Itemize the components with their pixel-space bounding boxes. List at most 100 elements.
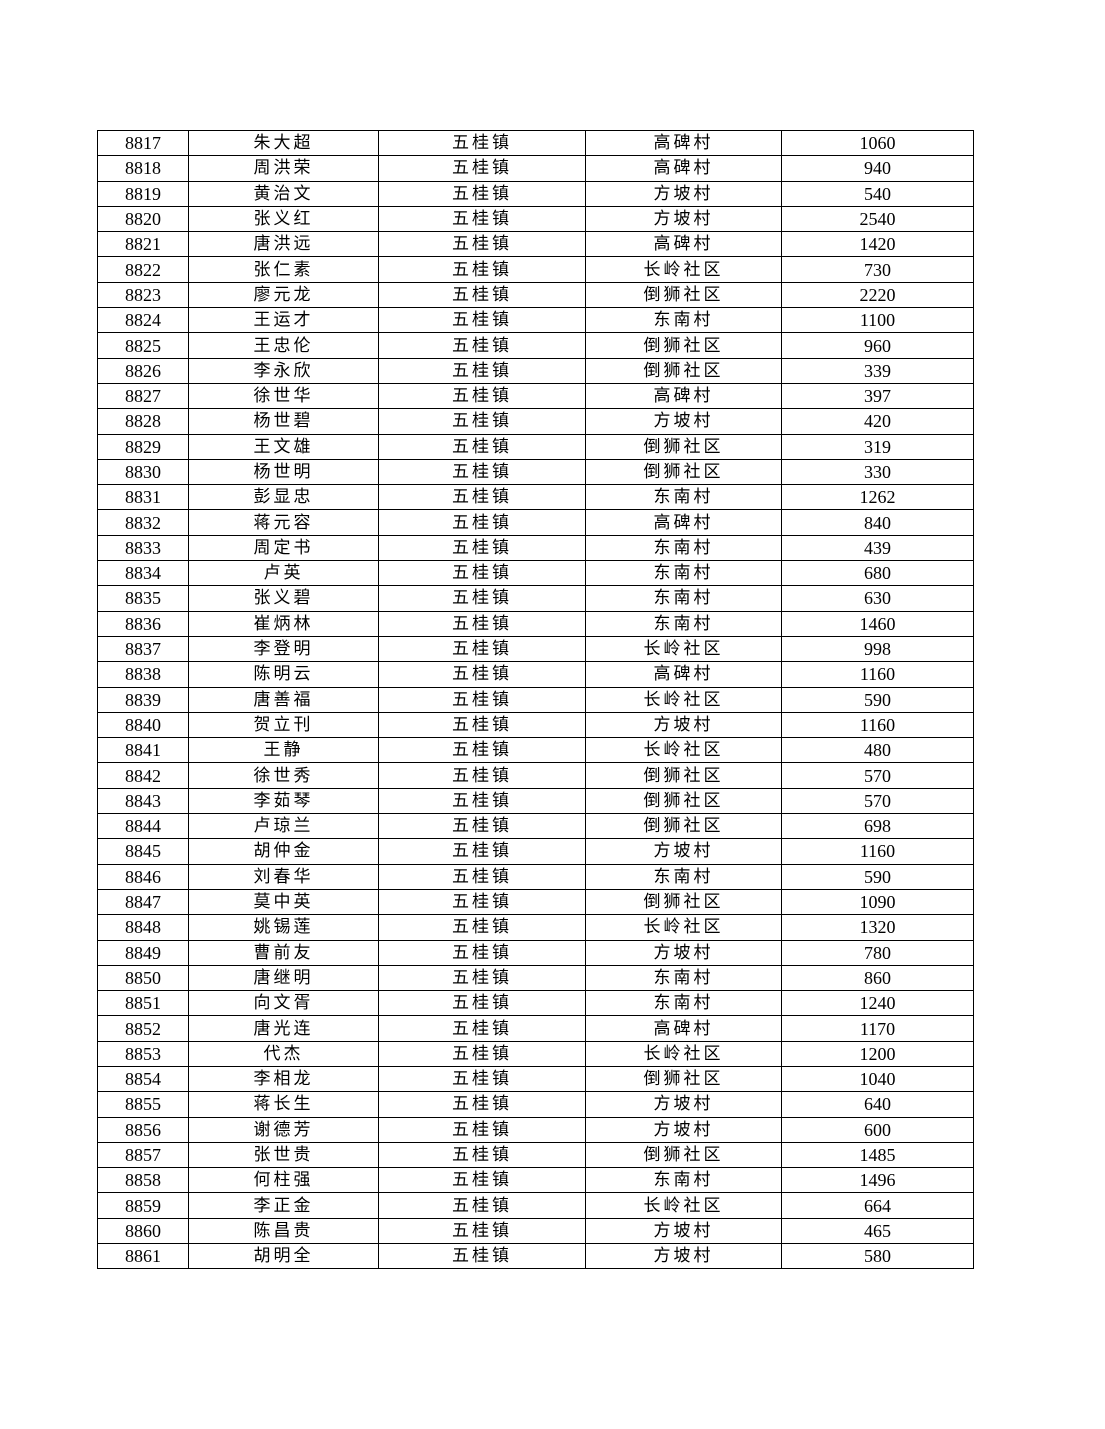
village-cell: 东南村 bbox=[585, 534, 782, 562]
town-cell: 五桂镇 bbox=[378, 155, 586, 182]
table-row: 8855 蒋长生 五桂镇 方坡村 640 bbox=[97, 1091, 974, 1118]
person-name-cell: 李登明 bbox=[188, 635, 379, 663]
village-cell: 长岭社区 bbox=[585, 686, 782, 713]
table-row: 8831 彭显忠 五桂镇 东南村 1262 bbox=[97, 484, 974, 511]
amount-cell: 1320 bbox=[781, 914, 974, 941]
village-cell: 长岭社区 bbox=[585, 1040, 782, 1067]
amount-cell: 1160 bbox=[781, 661, 974, 688]
person-name-cell: 张义碧 bbox=[188, 585, 379, 612]
table-row: 8858 何柱强 五桂镇 东南村 1496 bbox=[97, 1167, 974, 1194]
village-cell: 倒狮社区 bbox=[585, 762, 782, 789]
village-cell: 倒狮社区 bbox=[585, 813, 782, 840]
person-name-cell: 杨世明 bbox=[188, 458, 379, 486]
table-row: 8827 徐世华 五桂镇 高碑村 397 bbox=[97, 382, 974, 410]
person-name-cell: 贺立刊 bbox=[188, 711, 379, 739]
amount-cell: 664 bbox=[781, 1192, 974, 1219]
person-name-cell: 周定书 bbox=[188, 534, 379, 562]
town-cell: 五桂镇 bbox=[378, 1065, 586, 1093]
row-number-cell: 8839 bbox=[97, 686, 189, 713]
row-number-cell: 8841 bbox=[97, 737, 189, 764]
town-cell: 五桂镇 bbox=[378, 585, 586, 612]
village-cell: 方坡村 bbox=[585, 1217, 782, 1245]
town-cell: 五桂镇 bbox=[378, 205, 586, 233]
table-row: 8841 王静 五桂镇 长岭社区 480 bbox=[97, 737, 974, 764]
person-name-cell: 廖元龙 bbox=[188, 281, 379, 309]
row-number-cell: 8832 bbox=[97, 509, 189, 536]
town-cell: 五桂镇 bbox=[378, 914, 586, 941]
person-name-cell: 卢琼兰 bbox=[188, 813, 379, 840]
table-row: 8821 唐洪远 五桂镇 高碑村 1420 bbox=[97, 231, 974, 258]
table-row: 8833 周定书 五桂镇 东南村 439 bbox=[97, 534, 974, 562]
table-row: 8828 杨世碧 五桂镇 方坡村 420 bbox=[97, 408, 974, 435]
village-cell: 长岭社区 bbox=[585, 914, 782, 941]
person-name-cell: 曹前友 bbox=[188, 939, 379, 966]
town-cell: 五桂镇 bbox=[378, 408, 586, 435]
village-cell: 方坡村 bbox=[585, 180, 782, 207]
row-number-cell: 8821 bbox=[97, 231, 189, 258]
row-number-cell: 8824 bbox=[97, 307, 189, 334]
table-row: 8825 王忠伦 五桂镇 倒狮社区 960 bbox=[97, 332, 974, 359]
town-cell: 五桂镇 bbox=[378, 610, 586, 637]
amount-cell: 1200 bbox=[781, 1040, 974, 1067]
row-number-cell: 8817 bbox=[97, 129, 189, 157]
table-row: 8837 李登明 五桂镇 长岭社区 998 bbox=[97, 635, 974, 663]
amount-cell: 1496 bbox=[781, 1167, 974, 1194]
table-row: 8819 黄治文 五桂镇 方坡村 540 bbox=[97, 180, 974, 207]
village-cell: 倒狮社区 bbox=[585, 787, 782, 815]
amount-cell: 330 bbox=[781, 458, 974, 486]
row-number-cell: 8826 bbox=[97, 357, 189, 384]
town-cell: 五桂镇 bbox=[378, 1243, 586, 1270]
table-row: 8836 崔炳林 五桂镇 东南村 1460 bbox=[97, 610, 974, 637]
person-name-cell: 唐继明 bbox=[188, 964, 379, 992]
village-cell: 东南村 bbox=[585, 560, 782, 587]
person-name-cell: 李正金 bbox=[188, 1192, 379, 1219]
person-name-cell: 张义红 bbox=[188, 205, 379, 233]
town-cell: 五桂镇 bbox=[378, 1192, 586, 1219]
person-name-cell: 代杰 bbox=[188, 1040, 379, 1067]
person-name-cell: 徐世华 bbox=[188, 382, 379, 410]
village-cell: 方坡村 bbox=[585, 939, 782, 966]
amount-cell: 1420 bbox=[781, 231, 974, 258]
village-cell: 东南村 bbox=[585, 964, 782, 992]
town-cell: 五桂镇 bbox=[378, 1015, 586, 1042]
table-row: 8857 张世贵 五桂镇 倒狮社区 1485 bbox=[97, 1141, 974, 1169]
town-cell: 五桂镇 bbox=[378, 1091, 586, 1118]
town-cell: 五桂镇 bbox=[378, 357, 586, 384]
person-name-cell: 杨世碧 bbox=[188, 408, 379, 435]
amount-cell: 730 bbox=[781, 256, 974, 283]
town-cell: 五桂镇 bbox=[378, 382, 586, 410]
person-name-cell: 卢英 bbox=[188, 560, 379, 587]
row-number-cell: 8843 bbox=[97, 787, 189, 815]
row-number-cell: 8835 bbox=[97, 585, 189, 612]
village-cell: 东南村 bbox=[585, 1167, 782, 1194]
table-row: 8851 向文胥 五桂镇 东南村 1240 bbox=[97, 990, 974, 1017]
amount-cell: 2540 bbox=[781, 205, 974, 233]
row-number-cell: 8834 bbox=[97, 560, 189, 587]
person-name-cell: 陈明云 bbox=[188, 661, 379, 688]
amount-cell: 319 bbox=[781, 433, 974, 460]
village-cell: 东南村 bbox=[585, 307, 782, 334]
town-cell: 五桂镇 bbox=[378, 787, 586, 815]
row-number-cell: 8859 bbox=[97, 1192, 189, 1219]
row-number-cell: 8838 bbox=[97, 661, 189, 688]
town-cell: 五桂镇 bbox=[378, 281, 586, 309]
person-name-cell: 李永欣 bbox=[188, 357, 379, 384]
row-number-cell: 8858 bbox=[97, 1167, 189, 1194]
amount-cell: 1160 bbox=[781, 711, 974, 739]
row-number-cell: 8836 bbox=[97, 610, 189, 637]
village-cell: 高碑村 bbox=[585, 129, 782, 157]
person-name-cell: 朱大超 bbox=[188, 129, 379, 157]
village-cell: 长岭社区 bbox=[585, 1192, 782, 1219]
person-name-cell: 姚锡莲 bbox=[188, 914, 379, 941]
row-number-cell: 8848 bbox=[97, 914, 189, 941]
village-cell: 方坡村 bbox=[585, 711, 782, 739]
person-name-cell: 李茹琴 bbox=[188, 787, 379, 815]
amount-cell: 439 bbox=[781, 534, 974, 562]
row-number-cell: 8842 bbox=[97, 762, 189, 789]
town-cell: 五桂镇 bbox=[378, 433, 586, 460]
person-name-cell: 王文雄 bbox=[188, 433, 379, 460]
amount-cell: 840 bbox=[781, 509, 974, 536]
village-cell: 长岭社区 bbox=[585, 256, 782, 283]
amount-cell: 998 bbox=[781, 635, 974, 663]
village-cell: 倒狮社区 bbox=[585, 433, 782, 460]
